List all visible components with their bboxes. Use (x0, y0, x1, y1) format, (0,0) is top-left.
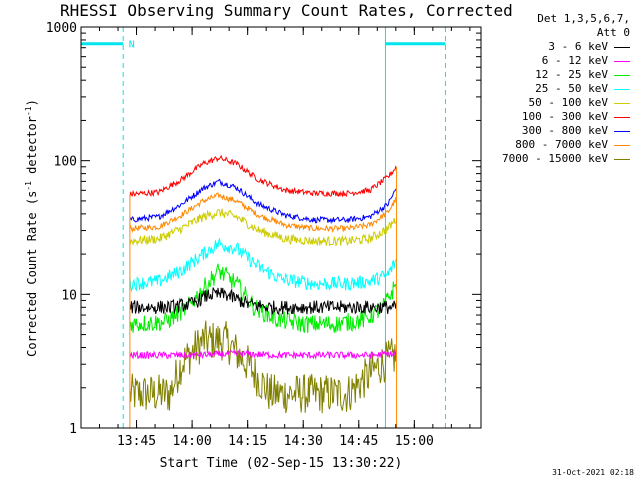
legend-swatch (614, 116, 630, 118)
legend-item-label: 800 - 7000 keV (515, 138, 608, 151)
legend-item: 100 - 300 keV (470, 110, 630, 124)
legend-item: 800 - 7000 keV (470, 138, 630, 152)
y-tick-label: 1000 (46, 21, 77, 36)
legend-swatch (614, 102, 630, 104)
series-line-7 (129, 178, 397, 225)
x-tick-label: 14:15 (228, 434, 267, 449)
series-line-6 (129, 154, 398, 198)
legend-item: 300 - 800 keV (470, 124, 630, 138)
series-line-2 (129, 348, 397, 360)
legend-item-label: 50 - 100 keV (528, 96, 608, 109)
x-axis-label: Start Time (02-Sep-15 13:30:22) (160, 456, 403, 471)
x-tick-label: 13:45 (117, 434, 156, 449)
x-tick-label: 14:30 (284, 434, 323, 449)
legend-item-label: 12 - 25 keV (535, 68, 608, 81)
legend-swatch (614, 74, 630, 76)
y-axis-label: Corrected Count Rate (s-1 detector-1) (24, 99, 39, 357)
series-line-9 (129, 320, 398, 414)
series-line-5 (129, 208, 398, 247)
legend: Det 1,3,5,6,7, Att 0 3 - 6 keV 6 - 12 keV… (470, 12, 630, 166)
x-tick-label: 14:00 (173, 434, 212, 449)
legend-swatch (614, 144, 630, 146)
legend-item: 25 - 50 keV (470, 82, 630, 96)
chart-title: RHESSI Observing Summary Count Rates, Co… (60, 1, 513, 20)
legend-item-label: 3 - 6 keV (548, 40, 608, 53)
legend-swatch (614, 88, 630, 90)
legend-header-line-2: Att 0 (596, 26, 630, 39)
series-line-4 (129, 237, 398, 293)
series-line-8 (129, 192, 397, 234)
y-tick-label: 100 (54, 155, 77, 170)
legend-header-line-1: Det 1,3,5,6,7, (537, 12, 630, 25)
legend-swatch (614, 46, 630, 48)
series-line-1 (129, 287, 398, 316)
night-label: N (129, 40, 135, 51)
legend-item-label: 300 - 800 keV (521, 124, 608, 137)
y-tick-label: 1 (69, 422, 77, 437)
legend-swatch (614, 130, 630, 132)
legend-item: 7000 - 15000 keV (470, 152, 630, 166)
legend-item-label: 6 - 12 keV (541, 54, 608, 67)
legend-item: 3 - 6 keV (470, 40, 630, 54)
legend-item-label: 25 - 50 keV (535, 82, 608, 95)
x-tick-label: 14:45 (339, 434, 378, 449)
legend-item: 6 - 12 keV (470, 54, 630, 68)
x-tick-label: 15:00 (395, 434, 434, 449)
y-tick-label: 10 (61, 288, 77, 303)
legend-item: 12 - 25 keV (470, 68, 630, 82)
legend-item-label: 100 - 300 keV (521, 110, 608, 123)
plot-frame (80, 26, 482, 429)
legend-swatch (614, 158, 630, 160)
legend-item-label: 7000 - 15000 keV (502, 152, 608, 165)
legend-item: 50 - 100 keV (470, 96, 630, 110)
legend-swatch (614, 60, 630, 62)
timestamp: 31-Oct-2021 02:18 (552, 468, 634, 477)
